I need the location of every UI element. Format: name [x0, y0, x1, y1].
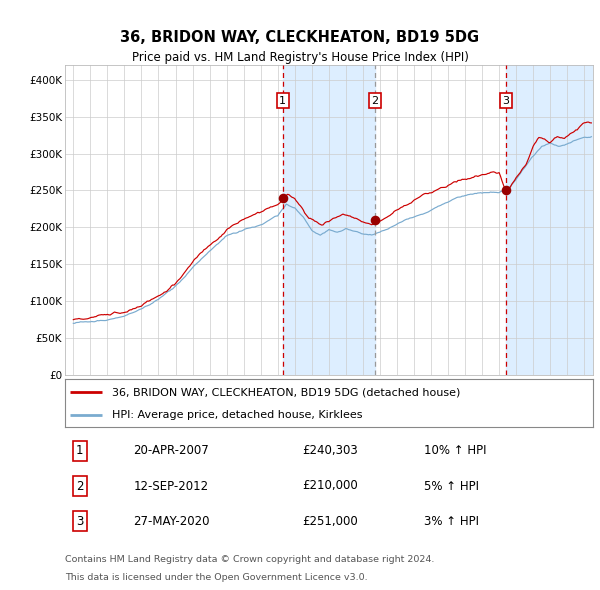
- Text: 3: 3: [503, 96, 509, 106]
- Text: £251,000: £251,000: [302, 514, 358, 527]
- Point: [278, 193, 287, 202]
- Text: 10% ↑ HPI: 10% ↑ HPI: [424, 444, 487, 457]
- Bar: [283, 65, 375, 375]
- Text: 12-SEP-2012: 12-SEP-2012: [133, 480, 209, 493]
- Text: Price paid vs. HM Land Registry's House Price Index (HPI): Price paid vs. HM Land Registry's House …: [131, 51, 469, 64]
- Text: 2: 2: [371, 96, 379, 106]
- Text: HPI: Average price, detached house, Kirklees: HPI: Average price, detached house, Kirk…: [112, 410, 363, 420]
- Text: This data is licensed under the Open Government Licence v3.0.: This data is licensed under the Open Gov…: [65, 572, 367, 582]
- Text: £210,000: £210,000: [302, 480, 358, 493]
- Text: 3% ↑ HPI: 3% ↑ HPI: [424, 514, 479, 527]
- Text: Contains HM Land Registry data © Crown copyright and database right 2024.: Contains HM Land Registry data © Crown c…: [65, 555, 434, 563]
- Text: 20-APR-2007: 20-APR-2007: [133, 444, 209, 457]
- Text: £240,303: £240,303: [302, 444, 358, 457]
- Text: 1: 1: [76, 444, 83, 457]
- Text: 27-MAY-2020: 27-MAY-2020: [133, 514, 210, 527]
- Point: [370, 215, 380, 225]
- Text: 2: 2: [76, 480, 83, 493]
- Point: [502, 185, 511, 195]
- Text: 1: 1: [280, 96, 286, 106]
- Text: 36, BRIDON WAY, CLECKHEATON, BD19 5DG (detached house): 36, BRIDON WAY, CLECKHEATON, BD19 5DG (d…: [112, 388, 461, 398]
- Text: 36, BRIDON WAY, CLECKHEATON, BD19 5DG: 36, BRIDON WAY, CLECKHEATON, BD19 5DG: [121, 30, 479, 44]
- Bar: [506, 65, 593, 375]
- Text: 3: 3: [76, 514, 83, 527]
- Text: 5% ↑ HPI: 5% ↑ HPI: [424, 480, 479, 493]
